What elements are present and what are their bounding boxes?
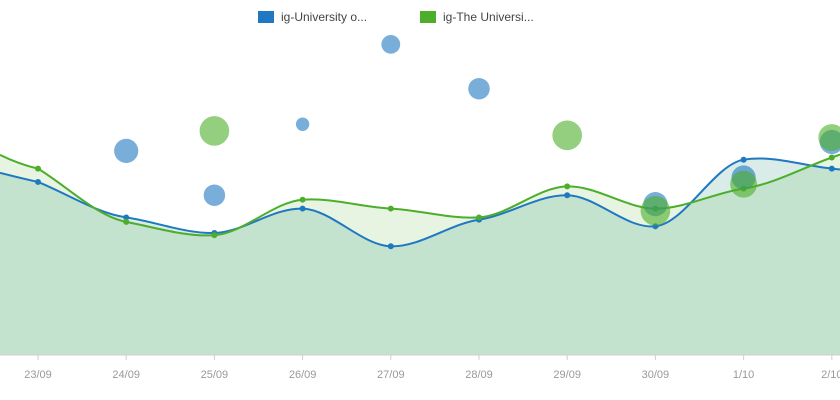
point-series-1-26/09 [299, 205, 306, 212]
bubble-series-2-2/10 [818, 124, 840, 152]
legend: ig-University o... ig-The Universi... [0, 8, 840, 28]
legend-swatch-series-2 [420, 11, 436, 23]
bubble-series-1-26/09 [295, 117, 310, 131]
area-series-1 [0, 158, 840, 355]
line-series-1 [0, 157, 840, 248]
bubble-series-1-24/09 [114, 138, 139, 163]
bubble-series-2-30/09 [640, 195, 671, 226]
bubble-series-1-28/09 [468, 78, 490, 100]
point-series-2-29/09 [564, 183, 571, 190]
bubble-series-2-29/09 [552, 120, 582, 151]
legend-label-series-2: ig-The Universi... [443, 10, 534, 24]
x-tick-label-25/09: 25/09 [201, 369, 229, 381]
point-series-2-24/09 [123, 218, 130, 225]
point-series-1-27/09 [387, 243, 394, 250]
x-tick-label-26/09: 26/09 [289, 369, 317, 381]
point-series-1-23/09 [35, 178, 41, 185]
bubble-series-1-25/09 [203, 184, 226, 206]
point-series-2-2/10 [828, 154, 835, 161]
x-tick-label-24/09: 24/09 [112, 369, 140, 381]
bubble-series-2-1/10 [730, 170, 758, 198]
legend-item-series-2[interactable]: ig-The Universi... [420, 8, 534, 26]
legend-label-series-1: ig-University o... [281, 10, 368, 24]
point-series-2-26/09 [299, 196, 306, 203]
point-series-2-28/09 [476, 214, 482, 221]
legend-item-series-1[interactable]: ig-University o... [258, 8, 367, 26]
point-series-1-2/10 [828, 165, 835, 172]
bubble-series-1-27/09 [381, 34, 401, 54]
x-tick-label-1/10: 1/10 [733, 369, 754, 381]
x-tick-label-29/09: 29/09 [553, 369, 581, 381]
legend-swatch-series-1 [258, 11, 274, 23]
bubble-series-2-25/09 [199, 116, 230, 146]
point-series-1-1/10 [740, 156, 747, 163]
point-series-2-27/09 [387, 205, 394, 212]
point-series-2-23/09 [35, 165, 41, 172]
point-series-2-25/09 [211, 232, 218, 239]
x-tick-label-23/09: 23/09 [24, 369, 52, 381]
x-tick-label-28/09: 28/09 [465, 369, 493, 381]
point-series-1-29/09 [564, 192, 571, 199]
x-tick-label-2/10: 2/10 [821, 369, 840, 381]
point-series-1-24/09 [123, 214, 130, 221]
x-tick-label-30/09: 30/09 [642, 369, 670, 381]
x-tick-label-27/09: 27/09 [377, 369, 405, 381]
